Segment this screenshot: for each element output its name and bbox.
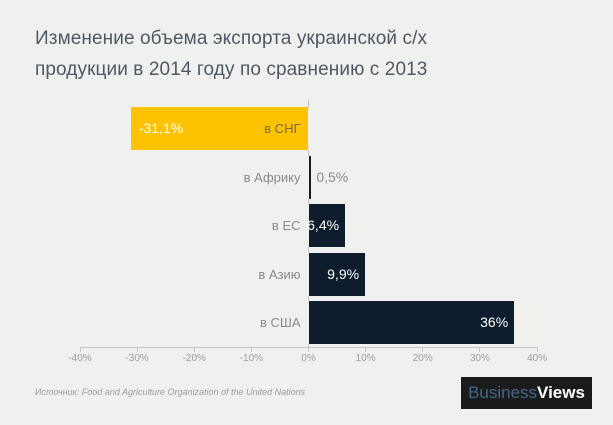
bar xyxy=(130,107,309,150)
axis-tick-label: 30% xyxy=(469,353,490,364)
category-label: в Африку xyxy=(243,169,301,185)
axis-tick-label: -30% xyxy=(125,353,149,364)
logo-text-views: Views xyxy=(537,383,585,402)
axis-tick-label: 20% xyxy=(412,353,433,364)
plot-area: в СНГ -31,1% в Африку 0,5% в ЕС 6,4% в Азию 9,9… xyxy=(80,100,537,347)
logo-text-business: Business xyxy=(468,383,538,402)
businessviews-logo: Business Views xyxy=(461,377,592,409)
zero-axis-tick xyxy=(308,198,309,204)
zero-axis-tick xyxy=(308,344,309,347)
axis-tick xyxy=(365,348,367,352)
axis-tick xyxy=(479,348,481,352)
category-label: в ЕС xyxy=(271,218,301,233)
axis-tick xyxy=(422,348,424,352)
source-note: Источник: Food and Agriculture Organizat… xyxy=(35,387,306,397)
axis-tick-label: -10% xyxy=(239,353,264,364)
value-label: 9,9% xyxy=(327,265,360,282)
category-label: в СНГ xyxy=(264,121,301,136)
bar xyxy=(308,204,346,247)
chart-title-line-1: Изменение объема экспорта украинской с/х xyxy=(35,28,428,49)
axis-tick xyxy=(536,348,538,352)
axis-tick xyxy=(250,348,252,352)
zero-axis-tick xyxy=(308,150,309,156)
zero-axis-tick xyxy=(308,247,309,253)
axis-tick xyxy=(193,348,195,352)
category-label: в Азию xyxy=(258,266,301,282)
value-label: 6,4% xyxy=(307,217,340,233)
bar xyxy=(308,155,312,199)
x-axis-line xyxy=(80,347,538,348)
chart-title: Изменение объема экспорта украинской с/х… xyxy=(35,23,427,85)
axis-tick-label: 10% xyxy=(355,353,376,364)
zero-axis-tick xyxy=(308,295,309,301)
axis-tick xyxy=(79,348,81,352)
value-label: 36% xyxy=(480,314,509,330)
chart-title-line-2: продукции в 2014 году по сравнению с 201… xyxy=(35,59,428,80)
axis-tick-label: 40% xyxy=(526,353,548,364)
value-label: 0,5% xyxy=(316,168,349,185)
value-label: -31,1% xyxy=(138,120,184,136)
zero-axis-tick xyxy=(308,100,309,107)
bar xyxy=(308,301,515,344)
axis-tick-label: -40% xyxy=(68,353,92,364)
bar xyxy=(308,252,366,296)
axis-tick-label: -20% xyxy=(182,353,206,364)
axis-tick xyxy=(136,348,138,352)
category-label: в США xyxy=(260,315,301,330)
axis-tick-label: 0% xyxy=(301,353,316,364)
axis-tick xyxy=(308,348,309,352)
x-axis: -40% -30% -20% -10% 0% 10% 20% 30% 40% xyxy=(68,347,547,369)
